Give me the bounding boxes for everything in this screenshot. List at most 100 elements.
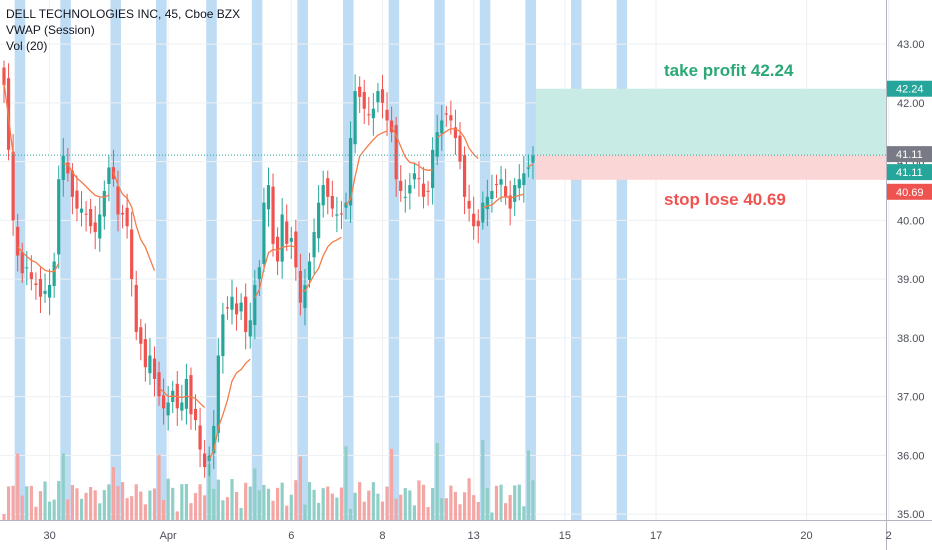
volume-bar [134,484,138,520]
volume-bar [522,506,526,520]
current-price-tag-box [887,164,932,181]
volume-bar [2,514,6,520]
stop-lose-tag-box [887,183,932,200]
session-band [60,0,71,520]
volume-bar [408,490,412,520]
volume-bar [335,497,339,520]
candle-body [394,125,398,180]
volume-bar [239,507,243,520]
candle-body [262,202,266,265]
symbol-title[interactable]: DELL TECHNOLOGIES INC, 45, Cboe BZX [6,7,241,21]
session-band [343,0,354,520]
volume-bar [162,500,166,520]
volume-bar [481,439,485,520]
price-tick-label: 42.00 [897,98,925,110]
candle-body [440,120,444,134]
volume-bar [216,479,220,520]
session-band [156,0,167,520]
position-zones [535,88,886,180]
candle-body [371,108,375,119]
volume-bar [453,491,458,520]
session-band [525,0,536,520]
take-profit-annotation[interactable]: take profit 42.24 [664,61,794,80]
stop-lose-annotation[interactable]: stop lose 40.69 [664,190,786,209]
volume-bar [490,512,494,520]
volume-indicator-label[interactable]: Vol (20) [6,39,48,53]
volume-bar [212,488,216,520]
candle-body [399,180,403,191]
volume-bar [98,503,102,520]
candle-body [16,226,20,256]
volume-bar [16,453,20,520]
price-tick-label: 38.00 [897,333,925,345]
candle-body [380,89,385,103]
time-tick-label: Apr [160,530,177,542]
candle-body [490,190,494,200]
session-band [571,0,582,520]
volume-bar [344,446,348,520]
volume-bar [526,450,530,520]
candle-body [294,231,298,268]
candle-body [84,213,88,215]
session-band [14,0,26,520]
vwap-line [3,82,534,460]
candle-body [75,190,79,209]
candles [2,60,535,478]
candle-body [239,302,243,312]
volume-bar [207,464,211,520]
candle-body [421,183,426,197]
volume-bar [34,506,38,520]
volume-bar [166,478,170,520]
session-band [251,0,263,520]
volume-bar [248,486,252,520]
volume-bar [38,491,43,520]
volume-bar [262,485,266,520]
candle-body [453,127,458,139]
price-tick-label: 43.00 [897,39,925,51]
time-tick-label: 30 [43,530,55,542]
session-band [388,0,400,520]
candle-body [120,212,125,215]
volume-bar [426,507,430,520]
volume-bar [143,504,147,520]
candle-body [335,214,339,216]
volume-bar [472,495,476,520]
candle-body [70,170,74,197]
candle-body [152,358,157,379]
chart-legend: DELL TECHNOLOGIES INC, 45, Cboe BZX VWAP… [6,6,240,54]
candle-body [193,408,198,421]
candle-body [298,270,302,303]
time-tick-label: 2 [886,530,892,542]
candle-body [513,185,517,202]
volume-bar [120,482,125,520]
candle-body [29,272,33,280]
time-tick-label: 8 [379,530,385,542]
session-band [616,0,628,520]
volume-bar [152,488,157,520]
volume-bar [257,490,261,520]
volume-bar [531,480,535,520]
volume-bar [189,503,193,520]
volume-bar [107,484,111,520]
candle-body [57,179,61,255]
candle-body [289,237,293,242]
volume-bar [89,487,93,520]
candle-body [98,214,102,239]
candle-body [148,355,152,374]
candle-body [376,91,380,103]
volume-bars [2,439,535,520]
volume-bar [25,486,29,520]
stop-lose-tag-text: 40.69 [896,187,924,199]
vwap-indicator-label[interactable]: VWAP (Session) [6,23,95,37]
candle-body [367,114,371,116]
candle-body [257,267,261,280]
candle-body [330,195,334,209]
volume-bar [244,482,248,520]
candle-body [184,378,188,409]
volume-bar [403,488,407,520]
candle-body [481,202,485,223]
candle-body [43,290,47,294]
last-price-tag-text: 41.11 [896,149,923,161]
session-band [479,0,491,520]
